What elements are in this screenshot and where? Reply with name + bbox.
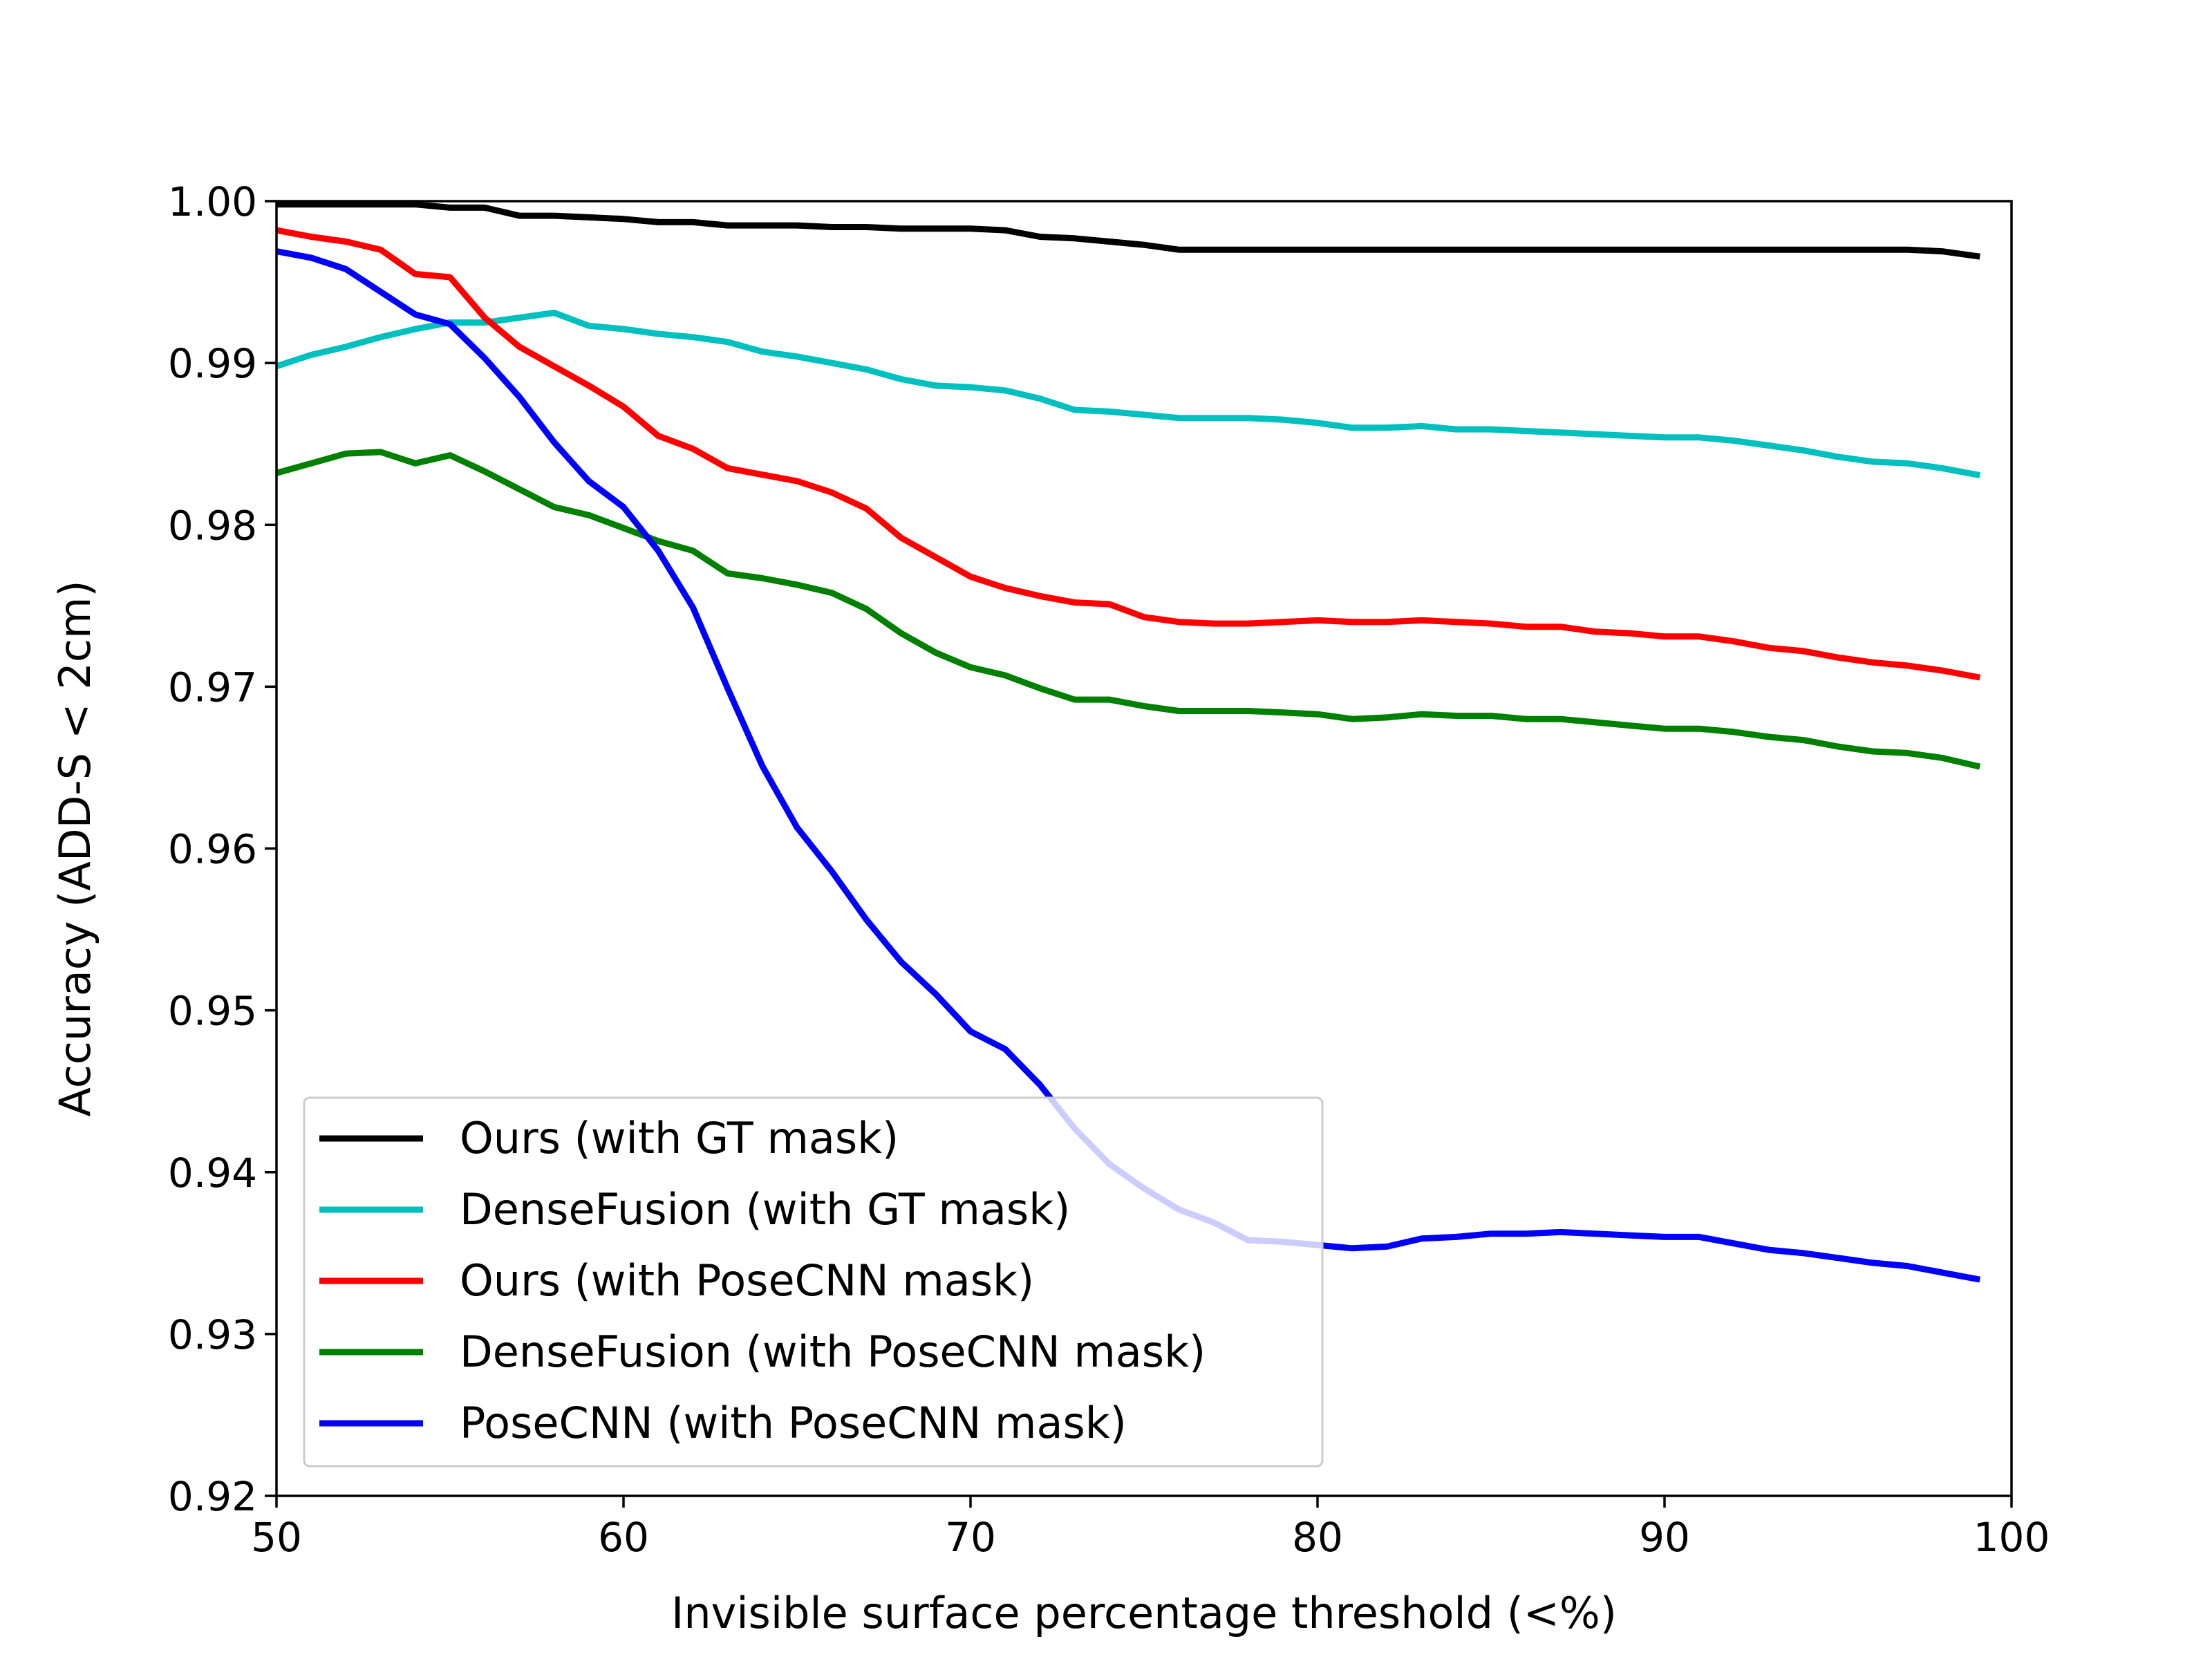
legend-item: Ours (with PoseCNN mask) (319, 1255, 1034, 1306)
series-line-3 (276, 227, 1981, 681)
legend-item: DenseFusion (with PoseCNN mask) (319, 1327, 1206, 1377)
x-tick-label: 50 (251, 1514, 302, 1561)
y-tick-label: 0.95 (168, 988, 257, 1035)
series-layer (276, 201, 1981, 1283)
x-tick-label: 90 (1639, 1514, 1690, 1561)
legend-label: PoseCNN (with PoseCNN mask) (460, 1398, 1127, 1448)
y-axis-title: Accuracy (ADD-S < 2cm) (50, 580, 100, 1116)
y-tick-label: 0.99 (168, 340, 257, 387)
legend-items: Ours (with GT mask) DenseFusion (with GT … (319, 1113, 1206, 1448)
legend-label: DenseFusion (with PoseCNN mask) (460, 1327, 1206, 1377)
y-axis: 0.92 0.93 0.94 0.95 0.96 0.97 0.98 0.99 1.00 (168, 178, 276, 1520)
x-tick-label: 70 (945, 1514, 996, 1561)
series-line-2 (276, 310, 1981, 478)
y-tick-label: 0.98 (168, 502, 257, 549)
y-tick-label: 0.97 (168, 664, 257, 711)
legend: Ours (with GT mask) DenseFusion (with GT … (303, 1096, 1324, 1468)
series-line-4 (276, 449, 1981, 770)
legend-label: Ours (with GT mask) (460, 1113, 899, 1163)
legend-label: DenseFusion (with GT mask) (460, 1184, 1070, 1235)
legend-item: DenseFusion (with GT mask) (319, 1184, 1070, 1235)
y-tick-label: 0.92 (168, 1473, 257, 1520)
legend-label: Ours (with PoseCNN mask) (460, 1255, 1034, 1306)
x-tick-label: 100 (1974, 1514, 2050, 1561)
x-tick-label: 60 (598, 1514, 649, 1561)
legend-item: PoseCNN (with PoseCNN mask) (319, 1398, 1127, 1448)
legend-item: Ours (with GT mask) (319, 1113, 899, 1163)
series-line-1 (276, 201, 1980, 260)
y-tick-label: 0.93 (168, 1311, 257, 1358)
y-tick-label: 0.96 (168, 826, 257, 873)
y-tick-label: 0.94 (168, 1150, 257, 1197)
legend-box (303, 1096, 1324, 1468)
y-tick-label: 1.00 (168, 178, 257, 225)
x-axis-title: Invisible surface percentage threshold (… (671, 1588, 1617, 1638)
x-tick-label: 80 (1292, 1514, 1343, 1561)
x-axis: 50 60 70 80 90 100 (251, 1496, 2050, 1561)
